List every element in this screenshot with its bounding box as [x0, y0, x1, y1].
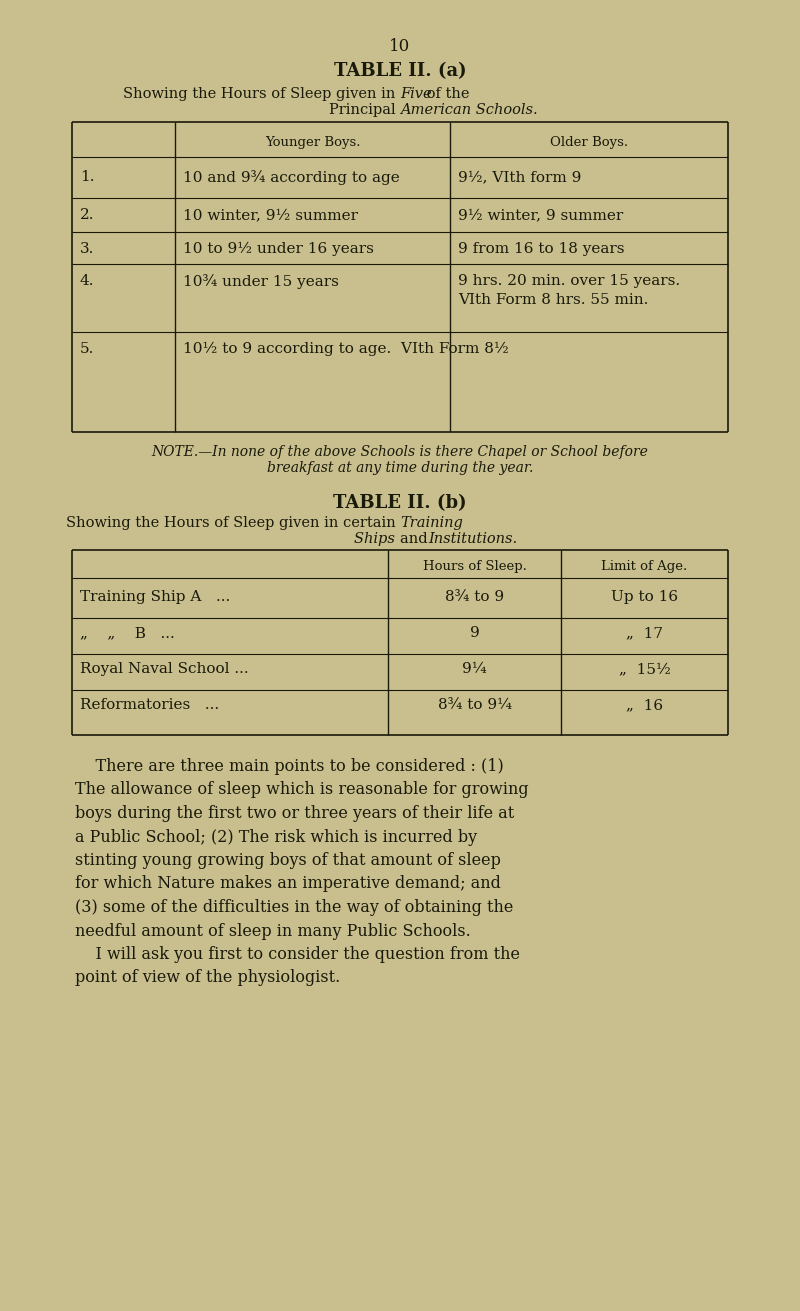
Text: „  15½: „ 15½: [618, 662, 670, 676]
Text: „  16: „ 16: [626, 697, 663, 712]
Text: Showing the Hours of Sleep given in certain: Showing the Hours of Sleep given in cert…: [66, 517, 400, 530]
Text: 9: 9: [470, 625, 479, 640]
Text: 8¾ to 9¼: 8¾ to 9¼: [438, 697, 511, 712]
Text: 9½ winter, 9 summer: 9½ winter, 9 summer: [458, 208, 623, 222]
Text: 10 winter, 9½ summer: 10 winter, 9½ summer: [183, 208, 358, 222]
Text: Ships: Ships: [354, 532, 400, 545]
Text: Younger Boys.: Younger Boys.: [265, 136, 360, 149]
Text: 2.: 2.: [80, 208, 94, 222]
Text: There are three main points to be considered : (1): There are three main points to be consid…: [75, 758, 504, 775]
Text: 10½ to 9 according to age.  VIth Form 8½: 10½ to 9 according to age. VIth Form 8½: [183, 342, 509, 357]
Text: Hours of Sleep.: Hours of Sleep.: [422, 560, 526, 573]
Text: Training Ship A   ...: Training Ship A ...: [80, 590, 230, 604]
Text: Limit of Age.: Limit of Age.: [602, 560, 688, 573]
Text: 10: 10: [390, 38, 410, 55]
Text: I will ask you first to consider the question from the: I will ask you first to consider the que…: [75, 947, 520, 964]
Text: boys during the first two or three years of their life at: boys during the first two or three years…: [75, 805, 514, 822]
Text: point of view of the physiologist.: point of view of the physiologist.: [75, 970, 340, 986]
Text: 10 to 9½ under 16 years: 10 to 9½ under 16 years: [183, 243, 374, 256]
Text: 1.: 1.: [80, 170, 94, 184]
Text: Showing the Hours of Sleep given in: Showing the Hours of Sleep given in: [123, 87, 400, 101]
Text: 9 from 16 to 18 years: 9 from 16 to 18 years: [458, 243, 625, 256]
Text: breakfast at any time during the year.: breakfast at any time during the year.: [267, 461, 533, 475]
Text: 4.: 4.: [80, 274, 94, 288]
Text: Royal Naval School ...: Royal Naval School ...: [80, 662, 249, 676]
Text: 10 and 9¾ according to age: 10 and 9¾ according to age: [183, 170, 400, 185]
Text: 9½, VIth form 9: 9½, VIth form 9: [458, 170, 582, 184]
Text: „  17: „ 17: [626, 625, 663, 640]
Text: for which Nature makes an imperative demand; and: for which Nature makes an imperative dem…: [75, 876, 501, 893]
Text: VIth Form 8 hrs. 55 min.: VIth Form 8 hrs. 55 min.: [458, 292, 648, 307]
Text: 10¾ under 15 years: 10¾ under 15 years: [183, 274, 339, 288]
Text: 8¾ to 9: 8¾ to 9: [445, 590, 504, 604]
Text: American Schools.: American Schools.: [400, 104, 538, 117]
Text: stinting young growing boys of that amount of sleep: stinting young growing boys of that amou…: [75, 852, 501, 869]
Text: of the: of the: [422, 87, 470, 101]
Text: (3) some of the difficulties in the way of obtaining the: (3) some of the difficulties in the way …: [75, 899, 514, 916]
Text: The allowance of sleep which is reasonable for growing: The allowance of sleep which is reasonab…: [75, 781, 529, 798]
Text: Principal: Principal: [329, 104, 400, 117]
Text: 9 hrs. 20 min. over 15 years.: 9 hrs. 20 min. over 15 years.: [458, 274, 680, 288]
Text: Five: Five: [400, 87, 432, 101]
Text: needful amount of sleep in many Public Schools.: needful amount of sleep in many Public S…: [75, 923, 470, 940]
Text: Up to 16: Up to 16: [611, 590, 678, 604]
Text: 3.: 3.: [80, 243, 94, 256]
Text: 5.: 5.: [80, 342, 94, 357]
Text: Institutions.: Institutions.: [428, 532, 517, 545]
Text: „    „    B   ...: „ „ B ...: [80, 625, 174, 640]
Text: and: and: [400, 532, 432, 545]
Text: NOTE.—In none of the above Schools is there Chapel or School before: NOTE.—In none of the above Schools is th…: [151, 444, 649, 459]
Text: TABLE II. (a): TABLE II. (a): [334, 62, 466, 80]
Text: Training: Training: [400, 517, 463, 530]
Text: Reformatories   ...: Reformatories ...: [80, 697, 219, 712]
Text: a Public School; (2) The risk which is incurred by: a Public School; (2) The risk which is i…: [75, 829, 477, 846]
Text: Older Boys.: Older Boys.: [550, 136, 628, 149]
Text: TABLE II. (b): TABLE II. (b): [333, 494, 467, 513]
Text: 9¼: 9¼: [462, 662, 487, 676]
